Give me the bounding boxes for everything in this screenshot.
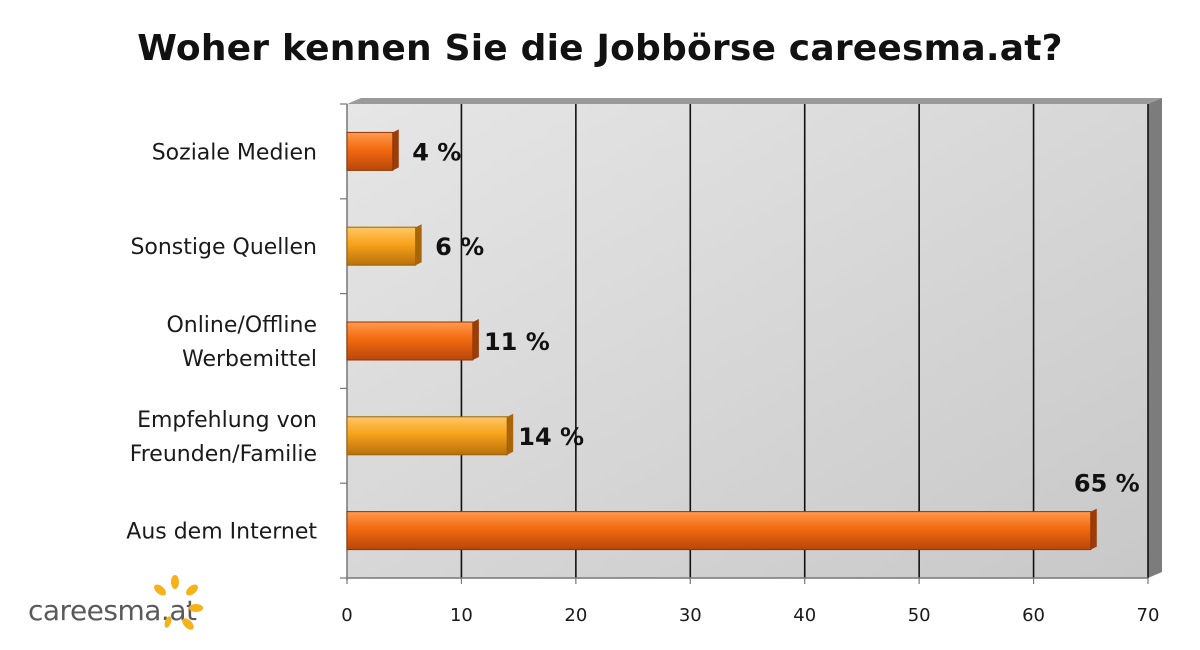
value-labels: 4 % 6 % 11 % 14 % 65 % xyxy=(412,138,1139,497)
bar xyxy=(346,413,514,456)
x-tick-label: 40 xyxy=(793,605,816,626)
x-tick-label: 0 xyxy=(341,605,352,626)
x-tick-label: 60 xyxy=(1022,605,1045,626)
bar-end-cap xyxy=(472,319,479,360)
category-label: Online/Offline xyxy=(166,313,317,338)
category-labels: Soziale Medien Sonstige Quellen Online/Off… xyxy=(126,140,317,544)
value-label: 6 % xyxy=(435,233,484,261)
bar-rect xyxy=(346,226,417,266)
bar xyxy=(346,224,422,266)
bar xyxy=(346,129,399,171)
bar xyxy=(346,508,1097,551)
bar-end-cap xyxy=(1090,508,1097,550)
x-axis-ticks: 0 10 20 30 40 50 60 70 xyxy=(341,578,1159,626)
x-tick-label: 10 xyxy=(450,605,473,626)
plot-top-edge xyxy=(347,98,1162,104)
category-label: Empfehlung von xyxy=(137,408,317,433)
value-label: 4 % xyxy=(412,138,461,166)
category-label: Sonstige Quellen xyxy=(130,235,317,260)
value-label: 65 % xyxy=(1074,470,1140,498)
category-label: Werbemittel xyxy=(182,347,317,372)
x-tick-label: 30 xyxy=(679,605,702,626)
bar-end-cap xyxy=(507,413,514,455)
x-tick-label: 70 xyxy=(1137,605,1160,626)
careesma-logo: careesma.at xyxy=(22,572,222,642)
bar-end-cap xyxy=(415,224,422,266)
sun-logo-icon xyxy=(154,575,203,630)
bar-rect xyxy=(346,131,394,171)
chart-title: Woher kennen Sie die Jobbörse careesma.a… xyxy=(137,28,1063,69)
plot-background xyxy=(347,104,1148,578)
plot-right-edge xyxy=(1148,98,1162,578)
value-label: 14 % xyxy=(518,423,584,451)
bar-rect xyxy=(346,416,508,456)
bar-end-cap xyxy=(392,129,399,171)
category-label: Soziale Medien xyxy=(152,140,317,165)
plot-area xyxy=(347,98,1162,578)
category-label: Aus dem Internet xyxy=(126,520,317,545)
category-label: Freunden/Familie xyxy=(130,442,317,467)
bar xyxy=(346,319,479,361)
bar-rect xyxy=(346,511,1092,551)
bar-rect xyxy=(346,321,474,361)
bars xyxy=(346,129,1097,551)
value-label: 11 % xyxy=(484,328,550,356)
x-tick-label: 50 xyxy=(908,605,931,626)
gridlines xyxy=(340,103,1149,580)
x-tick-label: 20 xyxy=(564,605,587,626)
